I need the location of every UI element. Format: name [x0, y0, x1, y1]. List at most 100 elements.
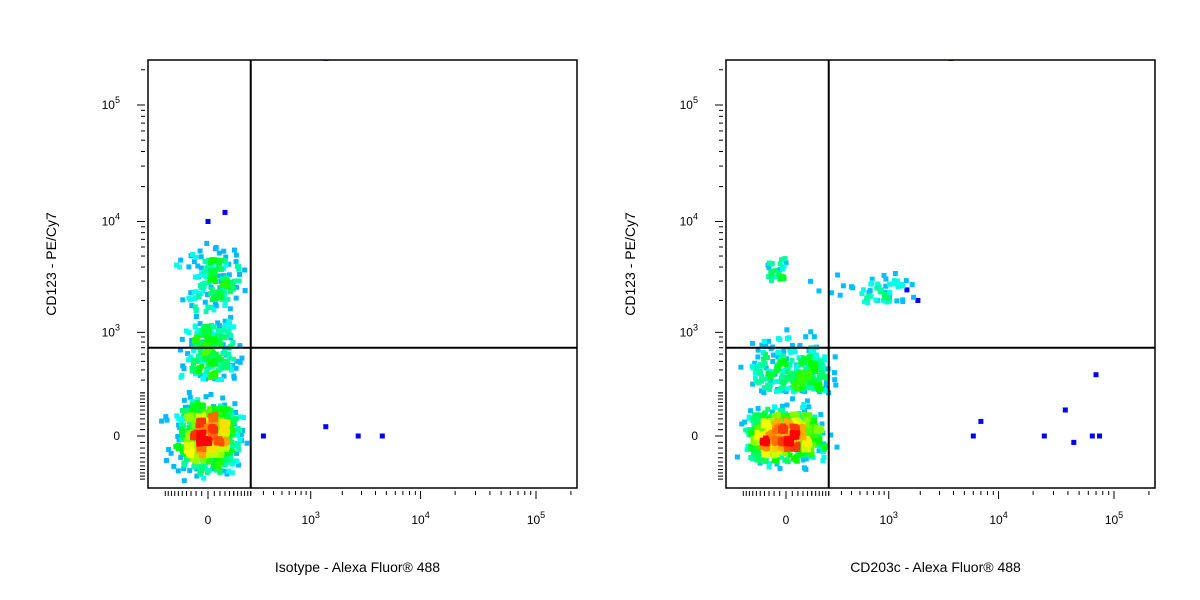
event-dot — [179, 336, 185, 342]
event-dot — [217, 291, 222, 297]
event-dot — [174, 413, 180, 419]
event-dot — [221, 425, 227, 431]
event-dot — [757, 458, 763, 464]
event-dot — [202, 324, 208, 330]
event-dot — [755, 354, 761, 360]
event-dot — [750, 436, 756, 442]
event-dot — [203, 409, 208, 415]
event-dot — [163, 414, 169, 420]
event-dot — [221, 286, 227, 292]
event-dot — [805, 447, 811, 453]
event-dot — [204, 419, 210, 425]
event-dot — [190, 357, 196, 363]
event-dot — [223, 254, 229, 260]
event-dot — [783, 389, 789, 394]
event-dot — [805, 384, 810, 390]
event-dot — [801, 447, 807, 453]
event-dot — [796, 380, 802, 385]
event-dot — [198, 437, 204, 442]
event-dot — [176, 416, 182, 422]
event-dot — [837, 292, 843, 298]
event-dot — [782, 428, 788, 434]
event-dot — [773, 274, 779, 280]
event-dot — [817, 373, 823, 378]
y-tick-label: 0 — [113, 429, 120, 443]
event-dot — [229, 420, 235, 426]
event-dot — [783, 418, 789, 424]
event-dot — [228, 314, 234, 320]
event-dot — [200, 375, 206, 381]
event-dot — [795, 430, 800, 436]
event-dot — [192, 337, 198, 342]
event-dot — [211, 414, 217, 420]
event-dot — [196, 446, 202, 452]
event-dot — [186, 390, 192, 395]
event-dot — [207, 342, 213, 348]
event-dot — [175, 434, 181, 439]
event-dot — [189, 402, 195, 408]
event-dot — [745, 443, 751, 449]
event-dot — [781, 444, 787, 450]
y-tick-label: 104 — [102, 212, 120, 229]
event-dot — [193, 289, 199, 295]
event-dot — [784, 447, 790, 452]
event-dot — [713, 295, 718, 300]
event-dot — [768, 434, 774, 440]
event-dot — [207, 437, 213, 443]
event-dot — [754, 420, 760, 426]
event-dot — [818, 363, 824, 368]
y-tick-label: 105 — [680, 95, 698, 112]
x-axis-title: CD203c - Alexa Fluor® 488 — [850, 559, 1021, 575]
event-dot — [190, 434, 196, 439]
event-dot — [761, 456, 767, 462]
event-dot — [783, 260, 789, 266]
event-dot — [803, 412, 808, 418]
event-dot — [781, 383, 787, 389]
event-dot — [771, 420, 777, 426]
event-dot — [186, 404, 192, 410]
event-dot — [780, 274, 786, 280]
event-dot — [196, 422, 202, 428]
event-dot — [796, 355, 802, 361]
event-dot — [178, 347, 183, 353]
event-dot — [780, 380, 786, 385]
event-dot — [323, 424, 329, 430]
event-dot — [213, 452, 219, 457]
event-dot — [752, 414, 758, 420]
event-dot — [197, 340, 203, 345]
event-dot — [797, 374, 803, 380]
event-dot — [769, 417, 775, 423]
event-dot — [203, 309, 209, 315]
event-dot — [802, 452, 808, 458]
event-dot — [229, 343, 235, 349]
event-dot — [219, 267, 225, 272]
event-dot — [794, 413, 800, 418]
tick-labels: 0 103 104 105 0 103 104 105 — [680, 95, 1124, 527]
event-dot — [777, 465, 783, 471]
event-dot — [188, 444, 193, 450]
event-dot — [230, 448, 236, 454]
event-dot — [219, 377, 224, 383]
event-dot — [207, 459, 212, 465]
event-dot — [237, 437, 243, 443]
event-dot — [175, 468, 181, 474]
event-dot — [201, 475, 207, 481]
event-dot — [188, 451, 193, 457]
event-dot — [194, 407, 200, 412]
event-dot — [235, 441, 241, 447]
event-dot — [734, 454, 740, 460]
event-dot — [197, 373, 203, 378]
event-dot — [811, 386, 817, 392]
event-dot — [192, 324, 198, 330]
event-dot — [181, 366, 187, 371]
event-dot — [769, 424, 774, 430]
event-dot — [232, 401, 238, 407]
x-tick-label: 104 — [989, 510, 1007, 527]
event-dot — [789, 373, 795, 379]
event-dot — [802, 372, 808, 378]
event-dot — [1041, 433, 1047, 439]
event-dot — [233, 295, 239, 301]
event-dot — [915, 298, 921, 303]
event-dot — [780, 353, 786, 359]
event-dot — [816, 387, 821, 393]
